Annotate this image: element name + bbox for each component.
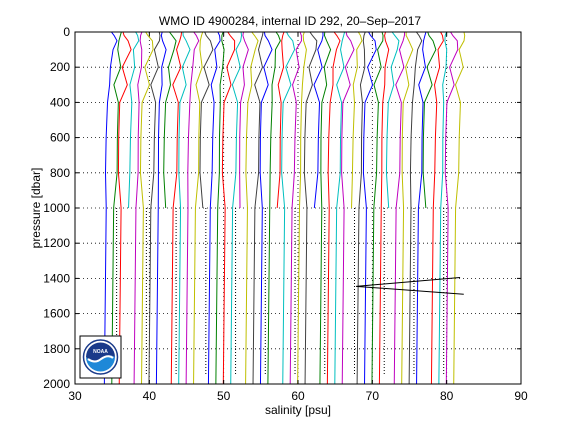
profile-line	[163, 31, 177, 209]
profile-line	[351, 31, 363, 209]
profile-line	[303, 31, 318, 385]
y-tick-label: 0	[63, 25, 70, 39]
profile-line	[230, 31, 243, 385]
y-tick-label: 1800	[43, 342, 70, 356]
profile-line	[139, 31, 154, 385]
axis-ticks: 30 40 50 60 70 80 90 0 200 400 600 800 1000 1200 1400 1…	[43, 25, 528, 403]
profile-line	[281, 31, 296, 385]
profile-line	[155, 31, 167, 385]
profile-line	[193, 31, 204, 385]
profile-line	[416, 31, 427, 385]
x-tick-label: 30	[68, 389, 82, 403]
anomalous-segment	[355, 277, 464, 295]
y-tick-label: 2000	[43, 377, 70, 391]
profile-line	[239, 31, 249, 209]
profile-line	[326, 31, 341, 385]
y-tick-label: 1200	[43, 236, 70, 250]
profile-line	[319, 31, 332, 385]
profile-line	[430, 31, 444, 385]
x-tick-label: 90	[514, 389, 528, 403]
profile-line	[297, 31, 307, 385]
x-tick-label: 80	[440, 389, 454, 403]
profile-line	[245, 31, 259, 385]
svg-text:NOAA: NOAA	[93, 349, 108, 355]
profile-line	[267, 31, 281, 385]
profile-line	[438, 31, 448, 385]
profiles	[103, 31, 466, 385]
profile-line	[148, 31, 161, 385]
profile-line	[356, 31, 366, 385]
profile-line	[378, 31, 390, 385]
chart-title: WMO ID 4900284, internal ID 292, 20–Sep–…	[159, 14, 421, 28]
noaa-logo: NOAA	[79, 335, 122, 379]
profile-line	[289, 31, 302, 385]
profile-line	[313, 31, 324, 209]
profile-line	[362, 31, 377, 385]
profile-line	[221, 31, 236, 385]
x-tick-label: 60	[291, 389, 305, 403]
profile-line	[185, 31, 200, 385]
y-axis-title: pressure [dbar]	[29, 168, 43, 249]
x-axis-title: salinity [psu]	[265, 403, 331, 417]
profile-line	[111, 31, 122, 385]
profile-line	[334, 31, 346, 385]
profile-line	[133, 31, 143, 385]
profile-line	[276, 31, 285, 209]
y-tick-label: 400	[50, 95, 70, 109]
profile-line	[103, 31, 118, 385]
profile-line	[393, 31, 406, 385]
profile-line	[207, 31, 221, 385]
x-tick-label: 50	[217, 389, 231, 403]
profile-line	[259, 31, 273, 385]
profile-line	[341, 31, 355, 385]
y-tick-label: 800	[50, 166, 70, 180]
profile-line	[178, 31, 191, 385]
x-tick-label: 40	[143, 389, 157, 403]
y-tick-label: 1400	[43, 271, 70, 285]
profile-line	[128, 31, 140, 209]
profile-line	[199, 31, 214, 209]
profile-line	[117, 31, 132, 385]
grid	[75, 32, 521, 384]
y-tick-label: 1000	[43, 201, 70, 215]
profile-line	[422, 31, 437, 209]
profile-line	[453, 31, 466, 385]
profile-line	[215, 31, 225, 385]
profile-line	[170, 31, 183, 385]
y-tick-label: 1600	[43, 307, 70, 321]
y-tick-label: 600	[50, 131, 70, 145]
profile-line	[408, 31, 423, 385]
profile-line	[401, 31, 414, 385]
profile-line	[371, 31, 384, 385]
anomalous-segment-line	[355, 277, 464, 295]
profile-line	[252, 31, 264, 385]
x-tick-label: 70	[366, 389, 380, 403]
y-tick-label: 200	[50, 60, 70, 74]
profile-line	[385, 31, 400, 209]
profile-line	[444, 31, 459, 385]
